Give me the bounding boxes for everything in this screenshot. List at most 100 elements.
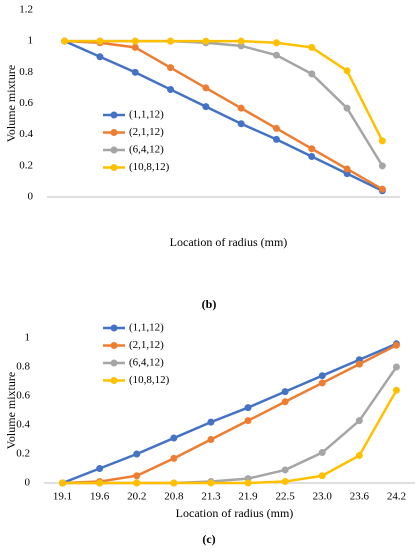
x-tick-label: 21.3 (201, 491, 221, 503)
legend-marker (110, 146, 118, 154)
data-point (308, 70, 316, 78)
legend-marker (110, 359, 118, 367)
data-point (133, 472, 141, 480)
data-point (167, 37, 175, 45)
legend-marker (110, 164, 118, 171)
y-tick-label: 0 (25, 477, 31, 489)
y-tick-label: 0.6 (16, 390, 30, 402)
x-tick-label: 23.6 (350, 491, 370, 503)
legend-marker (110, 377, 118, 384)
data-point (378, 137, 386, 145)
data-point (133, 450, 141, 458)
x-tick-label: 20.2 (127, 491, 146, 503)
data-point (308, 152, 316, 160)
data-point (61, 37, 69, 45)
y-tick-label: 0.4 (16, 419, 30, 431)
series-line (62, 366, 398, 485)
data-point (318, 379, 326, 387)
data-point (343, 67, 351, 75)
data-point (237, 120, 245, 128)
data-point (308, 43, 316, 51)
data-point (170, 434, 178, 442)
data-point (378, 185, 386, 193)
data-point (59, 479, 67, 487)
data-point (281, 388, 289, 396)
data-point (167, 85, 175, 93)
legend-marker (110, 342, 118, 349)
x-axis-title: Location of radius (mm) (176, 506, 294, 520)
data-point (355, 451, 363, 459)
data-point (272, 124, 280, 132)
x-tick-label: 19.6 (90, 491, 110, 503)
data-point (343, 165, 351, 173)
x-tick-label: 24.2 (387, 491, 406, 503)
series-line (64, 39, 384, 142)
data-point (96, 37, 104, 45)
data-point (355, 417, 363, 425)
series-line (64, 39, 383, 191)
data-point (131, 37, 139, 45)
legend-label: (1,1,12) (129, 109, 164, 121)
x-tick-label: 21.9 (238, 491, 258, 503)
data-point (244, 479, 252, 487)
data-point (167, 64, 175, 72)
y-tick-label: 0.6 (19, 97, 33, 109)
data-point (96, 479, 104, 487)
data-point (392, 363, 400, 371)
data-point (131, 68, 139, 76)
legend-label: (2,1,12) (129, 126, 164, 138)
data-point (272, 51, 280, 59)
legend-marker (110, 129, 118, 136)
data-point (170, 454, 178, 462)
data-point (318, 372, 326, 380)
series-line (62, 389, 398, 485)
data-point (202, 37, 210, 45)
x-tick-label: 22.5 (276, 491, 296, 503)
data-point (237, 37, 245, 45)
x-tick-label: 19.1 (53, 491, 72, 503)
data-point (272, 39, 280, 47)
data-point (131, 43, 139, 51)
series-line (62, 342, 397, 485)
data-point (281, 398, 289, 406)
data-point (281, 466, 289, 474)
legend-marker (110, 324, 118, 332)
data-point (355, 360, 363, 368)
data-point (343, 104, 351, 112)
x-tick-label: 23.0 (313, 491, 333, 503)
y-tick-label: 1.2 (19, 4, 33, 16)
data-point (392, 386, 400, 394)
legend-label: (6,4,12) (129, 357, 164, 369)
data-point (207, 436, 215, 443)
legend-label: (10,8,12) (129, 374, 170, 386)
data-point (378, 162, 386, 170)
data-point (96, 53, 104, 61)
y-tick-label: 1 (25, 332, 31, 344)
y-tick-label: 0.4 (19, 128, 33, 140)
series-line (62, 344, 398, 485)
y-tick-label: 1 (28, 35, 34, 47)
data-point (202, 103, 210, 111)
data-point (133, 479, 141, 487)
legend-label: (10,8,12) (129, 161, 170, 173)
data-point (244, 417, 252, 425)
data-point (170, 479, 178, 487)
y-tick-label: 0.8 (16, 361, 30, 373)
data-point (244, 404, 252, 412)
legend-label: (6,4,12) (129, 144, 164, 156)
data-point (202, 84, 210, 92)
x-axis-title: Location of radius (mm) (170, 235, 288, 249)
y-axis-title: Volume mixture (4, 65, 18, 142)
legend-label: (1,1,12) (129, 322, 164, 334)
data-point (392, 341, 400, 349)
data-point (207, 418, 215, 426)
data-point (272, 135, 280, 143)
legend-marker (110, 111, 118, 119)
x-tick-label: 20.8 (164, 491, 184, 503)
caption: (c) (202, 532, 215, 546)
series-line (64, 40, 383, 192)
legend-label: (2,1,12) (129, 339, 164, 351)
y-tick-label: 0.8 (19, 66, 33, 78)
data-point (318, 472, 326, 480)
